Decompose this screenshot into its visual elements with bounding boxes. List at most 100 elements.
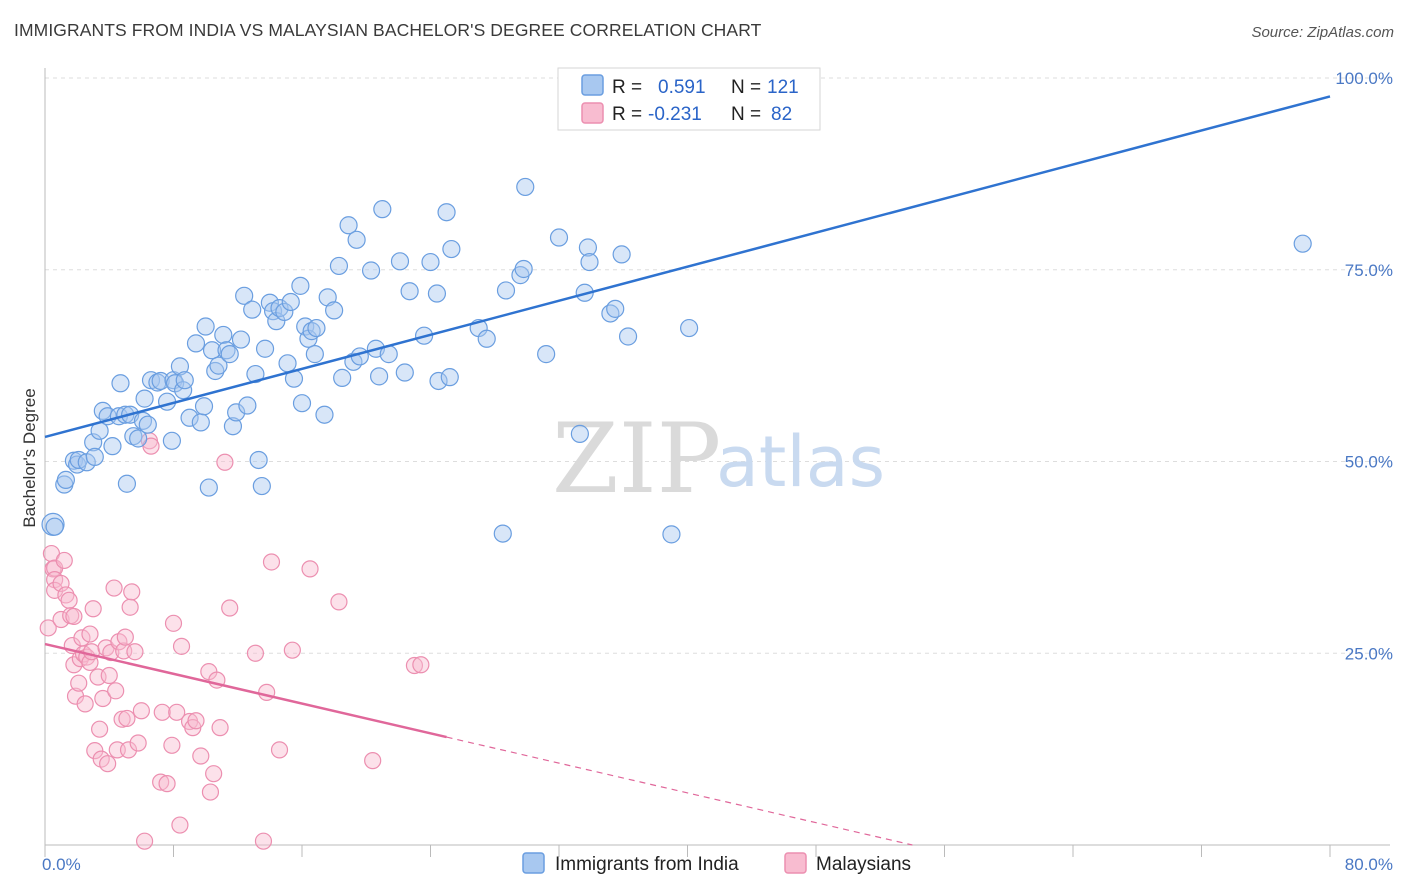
malaysians-point-5	[46, 581, 64, 599]
watermark-zip: ZIP	[552, 403, 721, 515]
malaysians-point-45	[123, 583, 141, 601]
malaysians-point-43	[119, 741, 138, 759]
malaysians-point-36	[107, 682, 125, 700]
bottom-legend-swatch-malay	[784, 852, 807, 874]
malaysians-point-77	[301, 560, 319, 578]
legend-malay-n-value: 82	[771, 104, 792, 125]
malaysians-point-44	[121, 598, 139, 616]
malaysians-point-9	[57, 586, 75, 604]
india-point-107	[580, 252, 599, 272]
malaysians-point-46	[126, 643, 144, 661]
india-point-101	[516, 177, 535, 197]
india-point-106	[578, 238, 598, 257]
x-tick-label-1: 80.0%	[1345, 855, 1393, 874]
india-point-109	[606, 299, 625, 318]
india-point-92	[437, 203, 456, 222]
india-point-60	[275, 302, 294, 322]
legend-box: R = 0.591 N = 121 R = -0.231 N = 82	[557, 67, 821, 131]
india-point-93	[440, 368, 459, 387]
india-point-42	[209, 356, 228, 375]
india-point-83	[373, 200, 392, 219]
india-point-86	[395, 363, 414, 382]
india-point-112	[662, 525, 681, 544]
india-point-35	[186, 334, 206, 353]
india-point-74	[329, 256, 349, 276]
y-tick-label-2: 75.0%	[1345, 261, 1393, 280]
india-point-34	[180, 408, 199, 427]
india-point-110	[612, 245, 631, 264]
india-point-50	[238, 396, 257, 415]
malaysians-point-14	[65, 607, 83, 626]
malaysians-point-35	[105, 579, 123, 597]
y-tick-label-1: 50.0%	[1345, 453, 1393, 472]
malaysians-point-28	[91, 720, 109, 738]
india-point-38	[196, 317, 215, 336]
malaysians-point-63	[192, 747, 210, 765]
india-point-8	[84, 433, 103, 452]
india-point-91	[429, 371, 448, 391]
malaysians-point-7	[52, 610, 70, 629]
legend-malay-n-label: N =	[731, 104, 761, 125]
india-point-69	[305, 345, 324, 364]
india-point-103	[549, 228, 569, 247]
axes	[44, 68, 1390, 857]
x-tick-label-0: 0.0%	[42, 855, 81, 874]
india-point-49	[235, 286, 254, 305]
india-point-53	[249, 450, 268, 470]
india-point-89	[421, 252, 440, 272]
india-point-80	[361, 261, 381, 280]
india-point-19	[124, 427, 143, 446]
india-point-70	[307, 318, 326, 338]
malaysians-point-56	[164, 614, 183, 632]
legend-swatch-malay	[581, 102, 604, 124]
malaysians-point-78	[330, 593, 348, 611]
chart-title: IMMIGRANTS FROM INDIA VS MALAYSIAN BACHE…	[14, 20, 762, 40]
india-point-52	[246, 364, 265, 384]
india-point-104	[570, 424, 589, 443]
malaysians-point-47	[129, 734, 147, 752]
source-label: Source: ZipAtlas.com	[1251, 24, 1394, 41]
x-tick-labels: 0.0% 80.0%	[42, 855, 1393, 874]
india-point-79	[350, 347, 369, 366]
malaysians-point-68	[211, 719, 229, 737]
malaysians-point-59	[172, 637, 191, 655]
y-tick-labels: 25.0% 50.0% 75.0% 100.0%	[1335, 69, 1393, 663]
legend-india-r-value: 0.591	[658, 77, 706, 98]
india-point-64	[291, 276, 310, 295]
india-point-102	[537, 345, 556, 364]
malaysians-point-55	[163, 736, 181, 754]
malaysians-trend-extension	[446, 736, 913, 846]
india-point-22	[135, 389, 154, 408]
india-point-98	[496, 281, 516, 300]
india-point-85	[390, 252, 410, 271]
india-point-1	[45, 517, 64, 536]
india-points	[41, 177, 1312, 544]
malaysians-points	[39, 432, 430, 850]
india-point-26	[151, 371, 170, 391]
malaysians-point-66	[205, 765, 223, 783]
india-point-78	[347, 230, 366, 249]
malaysians-point-57	[168, 703, 186, 721]
india-point-23	[138, 415, 157, 434]
india-point-11	[93, 401, 112, 420]
india-point-97	[493, 524, 512, 543]
malaysians-point-58	[171, 816, 189, 834]
malaysians-point-32	[99, 755, 117, 773]
india-point-37	[194, 397, 214, 416]
malaysians-point-25	[84, 600, 102, 618]
india-point-3	[56, 470, 75, 490]
india-point-55	[255, 339, 275, 358]
malaysians-point-30	[94, 689, 112, 708]
malaysians-point-72	[254, 832, 273, 850]
india-point-40	[202, 341, 222, 360]
malaysians-trend-line	[44, 642, 447, 739]
legend-india-n-label: N =	[731, 77, 761, 98]
malaysians-point-41	[116, 628, 134, 646]
malaysians-point-39	[113, 710, 131, 728]
malaysians-point-76	[283, 641, 301, 659]
india-point-51	[243, 300, 262, 319]
malaysians-point-62	[187, 712, 205, 730]
india-point-65	[292, 394, 312, 413]
malaysians-point-52	[152, 773, 170, 791]
